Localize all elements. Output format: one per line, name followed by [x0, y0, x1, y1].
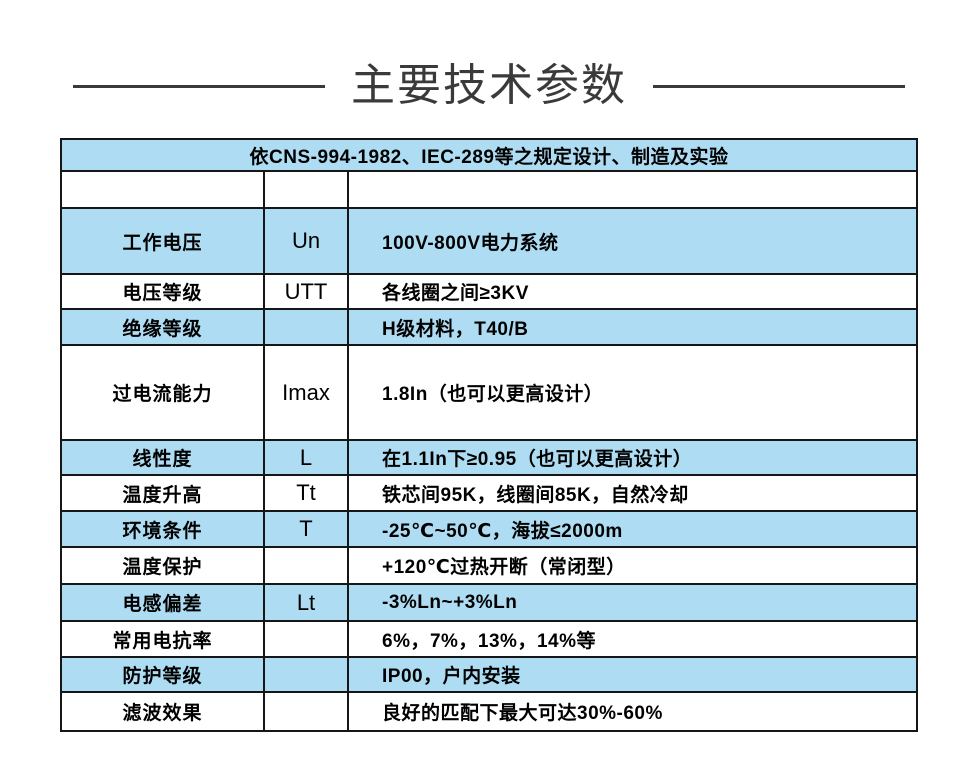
param-symbol-cell: [265, 548, 349, 583]
table-row: 防护等级 IP00，户内安装: [62, 658, 916, 693]
table-row: 滤波效果 良好的匹配下最大可达30%-60%: [62, 693, 916, 730]
table-row: 电感偏差 Lt -3%Ln~+3%Ln: [62, 585, 916, 622]
param-value-cell: H级材料，T40/B: [382, 318, 529, 340]
param-name-cell: 工作电压: [62, 209, 265, 273]
param-symbol-cell: [265, 310, 349, 344]
param-symbol-cell: [265, 622, 349, 656]
param-value-cell: 良好的匹配下最大可达30%-60%: [382, 703, 663, 724]
table-row: 过电流能力 Imax 1.8In（也可以更高设计）: [62, 346, 916, 441]
param-value-cell: -3%Ln~+3%Ln: [382, 591, 518, 613]
table-row: 温度升高 Tt 铁芯间95K，线圈间85K，自然冷却: [62, 476, 916, 512]
param-symbol-cell: Imax: [265, 346, 349, 439]
param-name-cell: [62, 172, 265, 207]
param-symbol-cell: T: [265, 512, 349, 546]
table-row: 绝缘等级 H级材料，T40/B: [62, 310, 916, 346]
param-value-cell: 各线圈之间≥3KV: [382, 283, 529, 304]
param-symbol-cell: [265, 172, 349, 207]
param-name-cell: 环境条件: [62, 512, 265, 546]
param-symbol-cell: Lt: [265, 585, 349, 620]
title-rule-left: [73, 84, 325, 88]
param-name-cell: 电压等级: [62, 275, 265, 308]
param-value-cell: +120℃过热开断（常闭型）: [382, 557, 626, 578]
param-symbol-cell: Tt: [265, 476, 349, 510]
param-name-cell: 常用电抗率: [62, 622, 265, 656]
param-value-cell: 6%，7%，13%，14%等: [382, 630, 596, 652]
param-value-cell: 铁芯间95K，线圈间85K，自然冷却: [382, 484, 689, 506]
param-value-cell: [349, 172, 916, 207]
param-name-cell: 温度保护: [62, 548, 265, 583]
param-name-cell: 线性度: [62, 441, 265, 474]
page-title-section: 主要技术参数: [73, 58, 905, 114]
table-header-text: 依CNS-994-1982、IEC-289等之规定设计、制造及实验: [249, 146, 729, 168]
param-name-cell: 温度升高: [62, 476, 265, 510]
table-row: 工作电压 Un 100V-800V电力系统: [62, 209, 916, 275]
param-value-cell: 在1.1In下≥0.95（也可以更高设计）: [382, 449, 693, 470]
param-symbol-cell: L: [265, 441, 349, 474]
table-row: 常用电抗率 6%，7%，13%，14%等: [62, 622, 916, 658]
table-row: 温度保护 +120℃过热开断（常闭型）: [62, 548, 916, 585]
page-title: 主要技术参数: [351, 60, 627, 110]
param-name-cell: 绝缘等级: [62, 310, 265, 344]
param-value-cell: -25℃~50℃，海拔≤2000m: [382, 520, 623, 542]
param-symbol-cell: Un: [265, 209, 349, 273]
param-value-cell: IP00，户内安装: [382, 666, 521, 687]
table-header-row: 依CNS-994-1982、IEC-289等之规定设计、制造及实验: [62, 140, 916, 172]
param-name-cell: 滤波效果: [62, 693, 265, 730]
param-value-cell: 100V-800V电力系统: [382, 232, 559, 254]
table-row: 线性度 L 在1.1In下≥0.95（也可以更高设计）: [62, 441, 916, 476]
param-name-cell: 过电流能力: [62, 346, 265, 439]
param-symbol-cell: [265, 658, 349, 691]
table-row: [62, 172, 916, 209]
param-name-cell: 电感偏差: [62, 585, 265, 620]
param-name-cell: 防护等级: [62, 658, 265, 691]
param-value-cell: 1.8In（也可以更高设计）: [382, 384, 604, 405]
title-rule-right: [653, 84, 905, 88]
param-symbol-cell: UTT: [265, 275, 349, 308]
spec-table: 依CNS-994-1982、IEC-289等之规定设计、制造及实验 工作电压 U…: [60, 138, 918, 732]
table-row: 环境条件 T -25℃~50℃，海拔≤2000m: [62, 512, 916, 548]
param-symbol-cell: [265, 693, 349, 730]
table-row: 电压等级 UTT 各线圈之间≥3KV: [62, 275, 916, 310]
